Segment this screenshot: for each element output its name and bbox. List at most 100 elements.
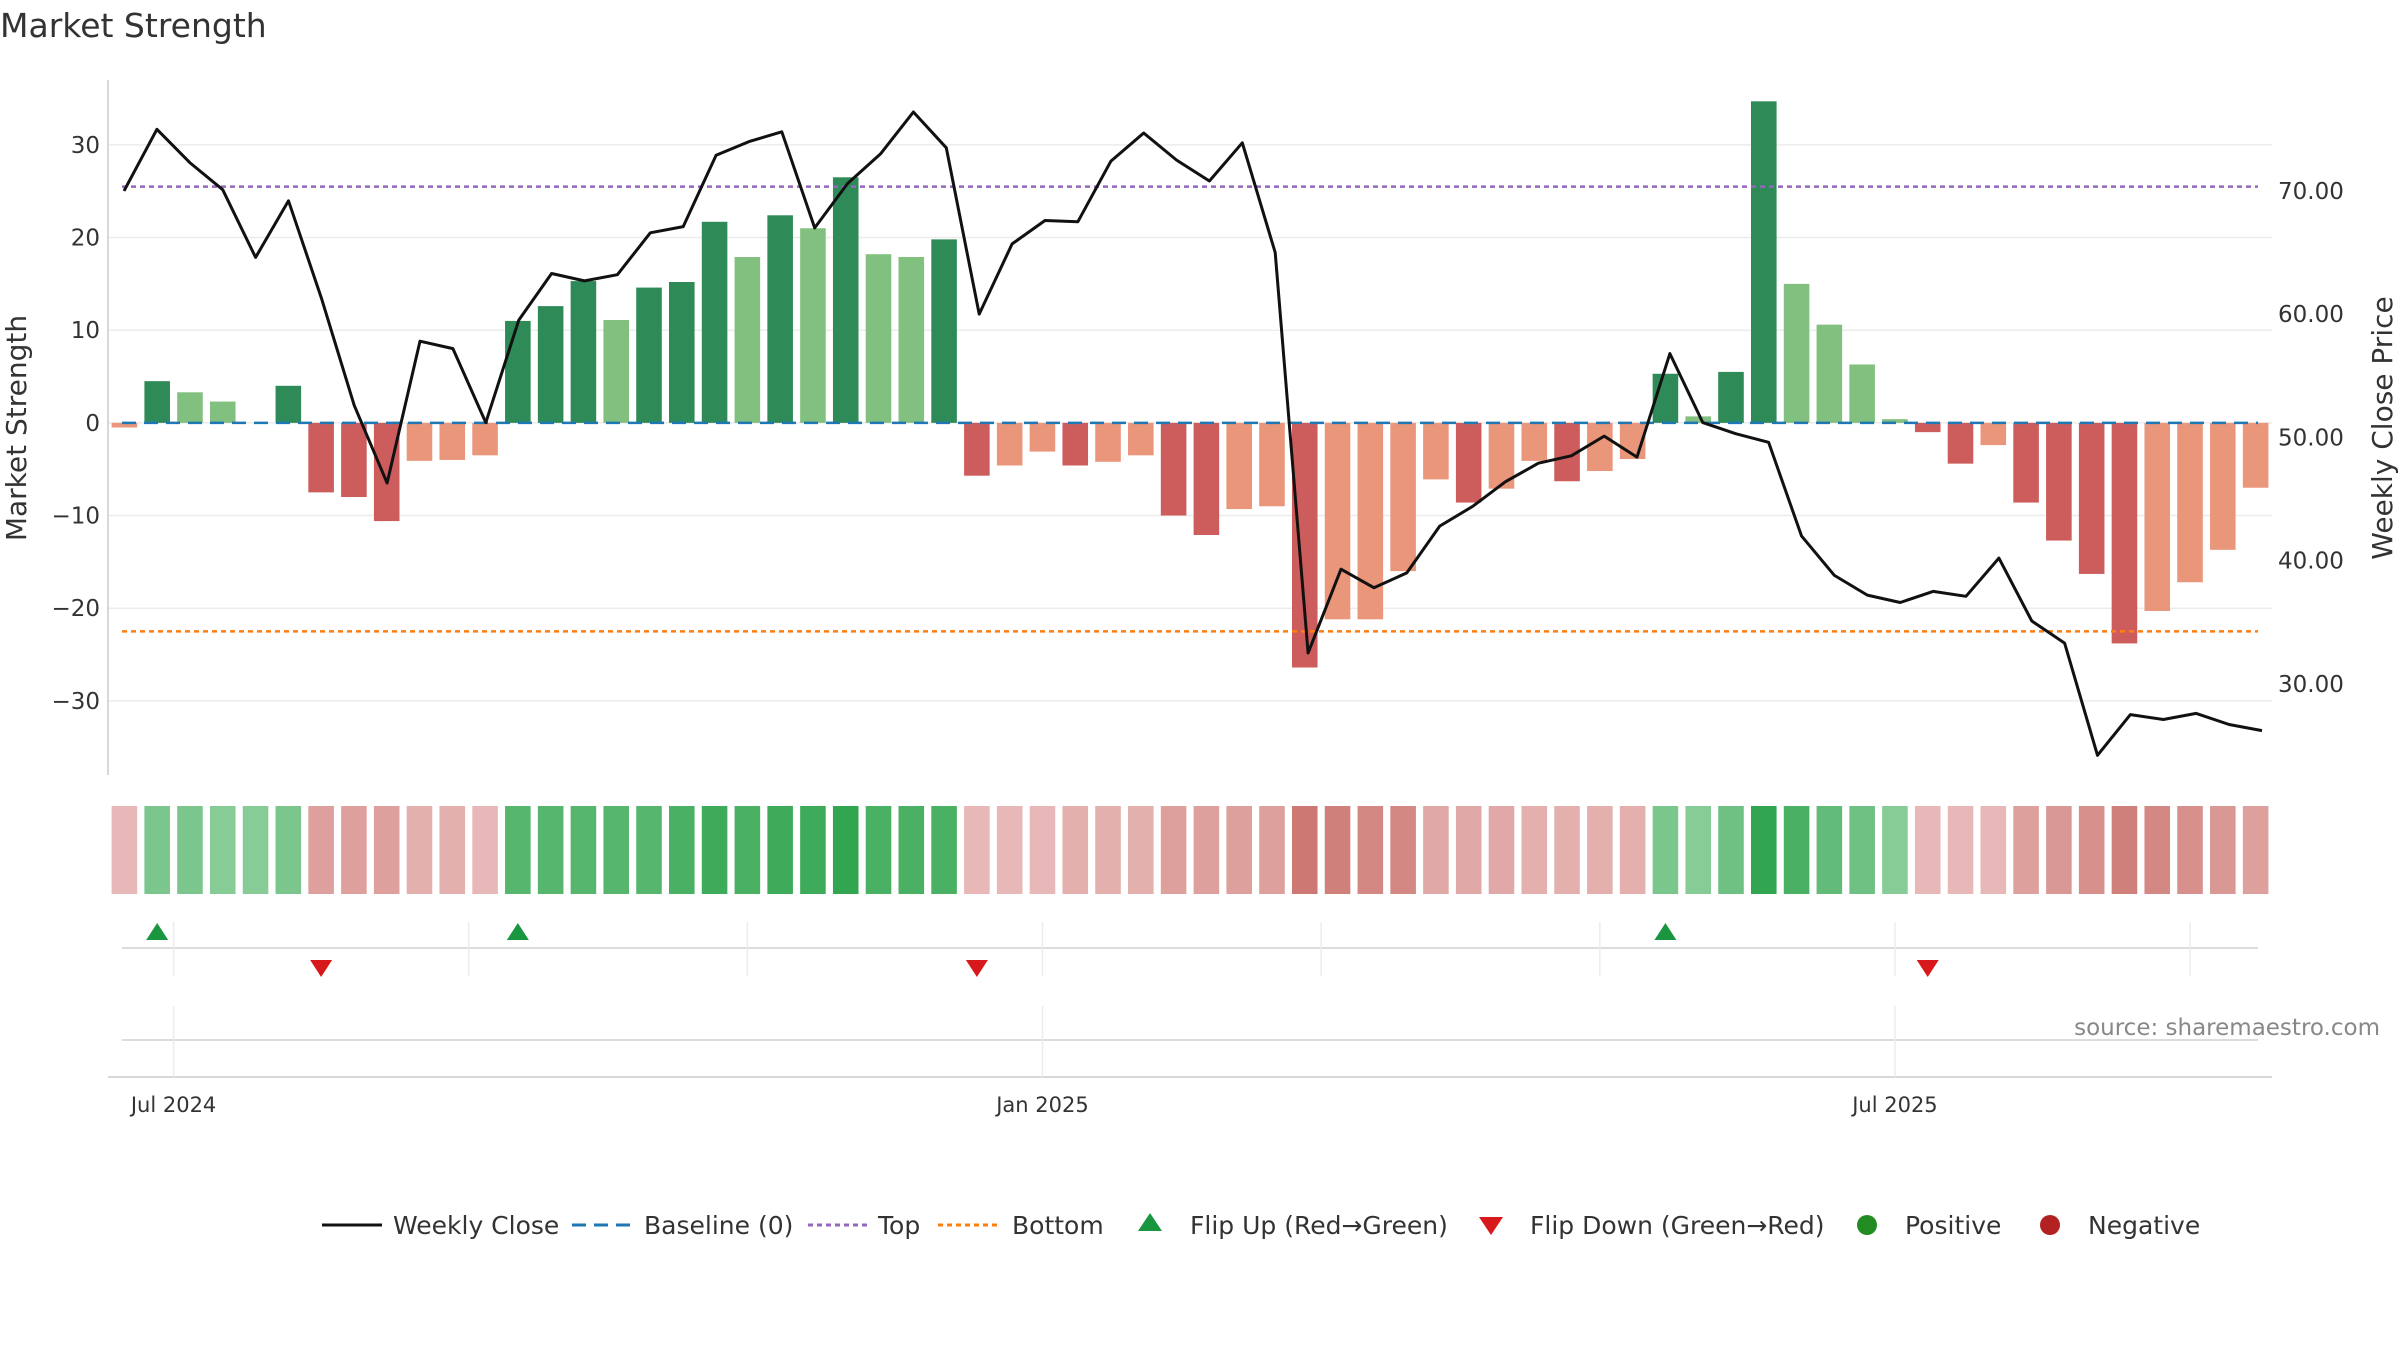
strength-bars <box>111 101 2269 668</box>
strength-bar <box>865 254 892 423</box>
y-axis-label-left: Market Strength <box>0 315 33 541</box>
heat-cell <box>898 806 925 894</box>
heat-cell <box>931 806 957 894</box>
strength-bar <box>2078 422 2105 574</box>
strength-bar <box>996 422 1023 466</box>
y-tick-left: −20 <box>51 596 100 622</box>
weekly-close-layer <box>122 110 2263 757</box>
heat-cell <box>1259 806 1285 894</box>
strength-bar <box>144 381 170 423</box>
strength-bar <box>964 422 990 476</box>
heatmap-strip <box>111 806 2269 894</box>
legend-negative: Negative <box>2088 1211 2200 1240</box>
heat-cell <box>1587 806 1613 894</box>
heat-cell <box>2242 806 2269 894</box>
heat-cell <box>865 806 892 894</box>
strength-bar <box>832 177 859 423</box>
heat-cell <box>209 806 236 894</box>
heat-cell <box>1619 806 1646 894</box>
legend-flip-up: Flip Up (Red→Green) <box>1190 1211 1448 1240</box>
heat-cell <box>1849 806 1875 894</box>
heat-cell <box>1128 806 1154 894</box>
heat-cell <box>275 806 302 894</box>
heat-cell <box>669 806 695 894</box>
heat-cell <box>832 806 859 894</box>
heat-cell <box>1652 806 1679 894</box>
heat-cell <box>1947 806 1974 894</box>
heat-cell <box>1783 806 1810 894</box>
strength-bar <box>472 422 498 456</box>
y-tick-right: 60.00 <box>2278 302 2344 328</box>
strength-bar <box>209 401 236 423</box>
strength-bar <box>275 385 302 423</box>
strength-bar <box>669 282 695 423</box>
legend-top: Top <box>877 1211 920 1240</box>
flip-markers <box>122 922 2258 977</box>
heat-cell <box>2111 806 2138 894</box>
x-tick-label: Jul 2025 <box>1850 1093 1937 1117</box>
strength-bar <box>1849 364 1875 423</box>
strength-bar <box>1521 422 1548 461</box>
legend-positive-swatch <box>1857 1215 1877 1235</box>
heat-cell <box>2046 806 2072 894</box>
strength-bar <box>767 215 793 423</box>
heat-cell <box>734 806 761 894</box>
y-tick-right: 70.00 <box>2278 179 2344 205</box>
strength-bar <box>537 306 564 423</box>
strength-bar <box>1685 416 1711 423</box>
heat-cell <box>1882 806 1908 894</box>
y-tick-left: −10 <box>51 504 100 530</box>
heat-cell <box>177 806 203 894</box>
heat-cell <box>1521 806 1548 894</box>
strength-bar <box>1980 422 2007 446</box>
heat-cell <box>1226 806 1252 894</box>
strength-bar <box>1029 422 1056 452</box>
strength-bar <box>2210 422 2236 550</box>
legend-weekly-close: Weekly Close <box>393 1211 559 1240</box>
x-tick-label: Jul 2024 <box>129 1093 216 1117</box>
heat-cell <box>1455 806 1482 894</box>
heat-cell <box>1718 806 1744 894</box>
y-tick-right: 30.00 <box>2278 672 2344 698</box>
source-credit: source: sharemaestro.com <box>2074 1015 2380 1041</box>
heat-cell <box>242 806 269 894</box>
heat-cell <box>2078 806 2105 894</box>
strength-bar <box>2013 422 2039 503</box>
grid-layer <box>108 144 2272 702</box>
heat-cell <box>636 806 662 894</box>
heat-cell <box>701 806 728 894</box>
strength-bar <box>2177 422 2203 583</box>
flip-down-marker <box>310 960 333 977</box>
strength-bar <box>800 228 826 423</box>
legend: Weekly Close Baseline (0) Top Bottom Flip Up… <box>322 1211 2200 1240</box>
x-tick-label: Jan 2025 <box>994 1093 1089 1117</box>
strength-bar <box>734 256 761 423</box>
heat-cell <box>996 806 1023 894</box>
y-tick-left: 30 <box>71 133 100 159</box>
heat-cell <box>1488 806 1515 894</box>
reference-lines <box>122 185 2258 633</box>
strength-bar <box>1783 283 1810 423</box>
y-tick-left: 10 <box>71 318 100 344</box>
strength-bar <box>505 320 531 423</box>
heat-cell <box>2013 806 2039 894</box>
strength-bar <box>701 221 728 423</box>
legend-positive: Positive <box>1905 1211 2001 1240</box>
heat-cell <box>767 806 793 894</box>
y-tick-left: −30 <box>51 689 100 715</box>
legend-flip-down: Flip Down (Green→Red) <box>1530 1211 1825 1240</box>
legend-flip-down-swatch <box>1479 1217 1503 1235</box>
strength-bar <box>2242 422 2269 488</box>
heat-cell <box>1685 806 1711 894</box>
strength-bar <box>570 281 597 423</box>
flip-down-marker <box>1916 960 1939 977</box>
y-tick-left: 20 <box>71 226 100 252</box>
heat-cell <box>1751 806 1777 894</box>
strength-bar <box>1751 101 1777 423</box>
strength-bar <box>1324 422 1351 620</box>
heat-cell <box>505 806 531 894</box>
heat-cell <box>964 806 990 894</box>
heat-cell <box>373 806 400 894</box>
strength-bar <box>1718 371 1744 423</box>
heat-cell <box>144 806 170 894</box>
